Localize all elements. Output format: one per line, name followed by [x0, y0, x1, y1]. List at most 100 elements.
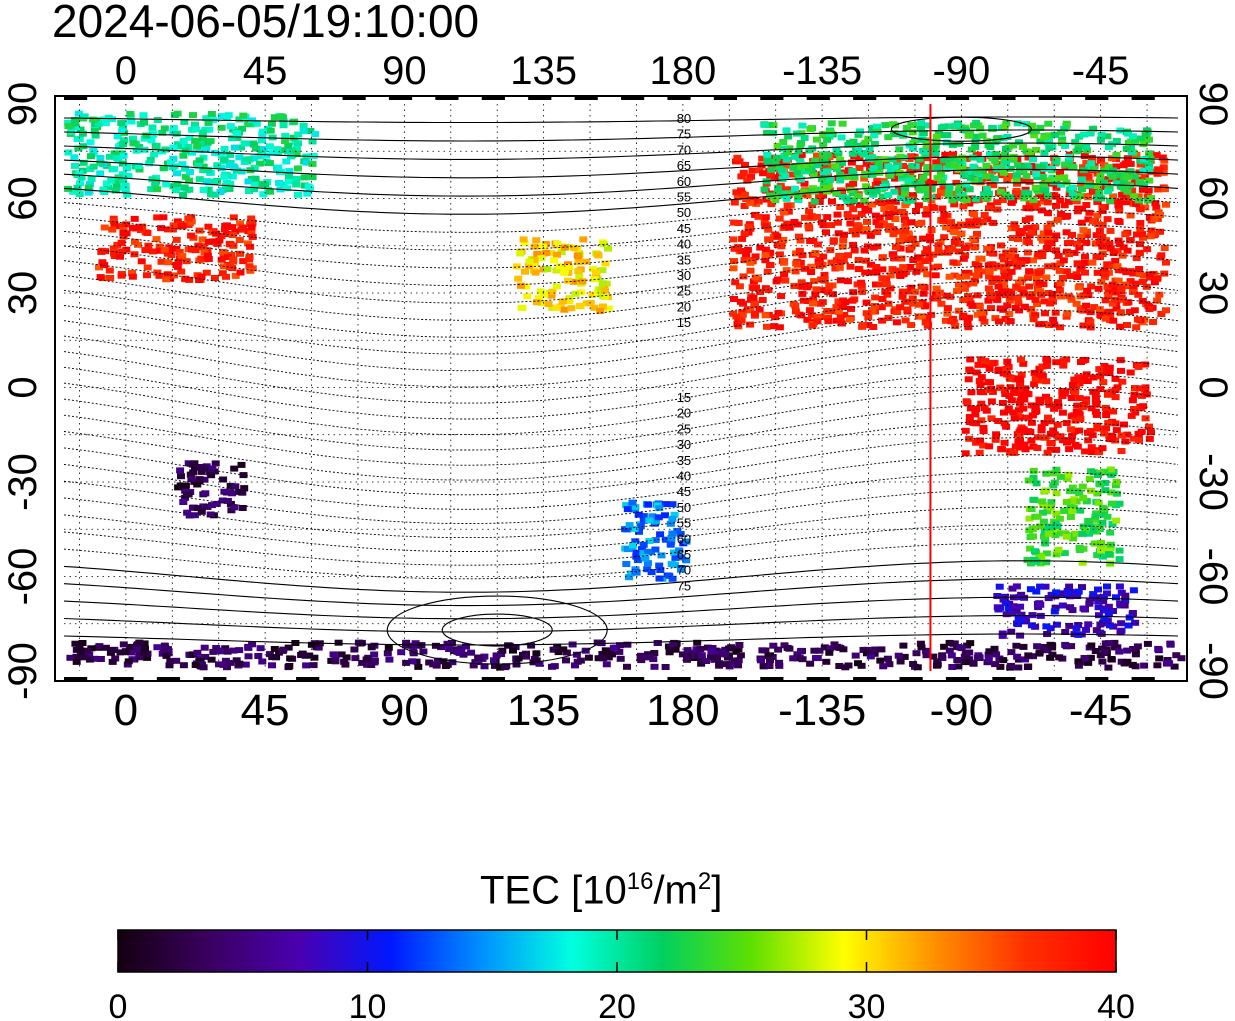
tec-cell: [749, 196, 758, 203]
tec-cell: [527, 642, 536, 649]
tec-cell: [1115, 648, 1124, 655]
tec-cell: [983, 216, 992, 223]
tec-cell: [815, 261, 824, 268]
tec-cell: [905, 288, 914, 295]
frame-tick-bar: [64, 95, 88, 100]
tec-cell: [239, 112, 248, 119]
tec-cell: [818, 299, 827, 306]
tec-cell: [1143, 127, 1152, 134]
tec-cell: [1039, 644, 1048, 650]
tec-cell: [1103, 261, 1112, 268]
frame-tick-bar: [156, 677, 181, 682]
tec-cells: [64, 110, 1186, 671]
tec-cell: [979, 428, 988, 435]
tec-cell: [1082, 143, 1091, 150]
tec-cell: [200, 644, 209, 651]
tec-cell: [656, 531, 665, 538]
tec-cell: [675, 547, 684, 554]
tec-cell: [177, 268, 186, 275]
tec-cell: [1055, 515, 1064, 522]
tec-cell: [1011, 225, 1020, 231]
tec-cell: [199, 163, 208, 170]
tec-cell: [873, 123, 881, 130]
tec-cell: [837, 134, 846, 141]
tec-cell: [191, 662, 200, 668]
tec-cell: [537, 255, 546, 262]
tec-cell: [767, 201, 776, 208]
tec-cell: [844, 214, 853, 220]
tec-cell: [1112, 151, 1121, 158]
tec-cell: [950, 201, 959, 208]
tec-cell: [760, 121, 769, 128]
tec-cell: [512, 263, 521, 270]
tec-cell: [1131, 651, 1140, 658]
tec-cell: [1065, 446, 1074, 453]
tec-cell: [623, 663, 631, 670]
tec-cell: [944, 192, 953, 199]
tec-cell: [973, 292, 982, 299]
tec-cell: [1075, 395, 1084, 402]
tec-cell: [1027, 122, 1036, 129]
tec-cell: [288, 147, 297, 154]
tec-cell: [575, 302, 584, 309]
tec-cell: [1028, 412, 1037, 419]
contour-label: 80: [677, 111, 691, 126]
tec-cell: [135, 639, 144, 646]
tec-cell: [968, 302, 977, 309]
tec-cell: [1031, 296, 1040, 303]
tec-cell: [113, 177, 122, 184]
tec-cell: [517, 282, 525, 289]
tec-cell: [83, 647, 91, 654]
tec-cell: [693, 639, 702, 646]
tec-cell: [1072, 409, 1081, 415]
tec-cell: [1007, 268, 1016, 275]
tec-cell: [1147, 227, 1156, 234]
tec-cell: [1077, 237, 1085, 244]
tec-cell: [1075, 244, 1084, 251]
tec-cell: [1128, 289, 1137, 295]
tec-cell: [89, 116, 98, 123]
tec-cell: [937, 179, 946, 186]
tec-cell: [385, 656, 394, 663]
tec-cell: [1085, 209, 1094, 216]
tec-cell: [874, 159, 883, 166]
tec-cell: [1112, 172, 1121, 179]
tec-cell: [823, 214, 832, 221]
tec-cell: [1017, 611, 1026, 618]
tec-cell: [1119, 162, 1128, 169]
tec-cell: [153, 186, 162, 193]
tec-cell: [1097, 195, 1106, 202]
contour-line: [63, 488, 1179, 539]
tec-cell: [944, 189, 953, 196]
tec-cell: [1056, 197, 1065, 204]
tec-cell: [519, 236, 528, 243]
tec-cell: [1143, 640, 1152, 647]
tec-cell: [807, 188, 816, 195]
tec-cell: [602, 661, 611, 668]
tec-cell: [181, 165, 189, 172]
tec-cell: [1030, 402, 1038, 409]
tec-cell: [1013, 263, 1022, 270]
tec-region-south-america-south: [1023, 466, 1124, 567]
tec-cell: [994, 263, 1003, 270]
tec-cell: [763, 151, 772, 158]
tec-cell: [162, 181, 171, 188]
x-tick-label-bottom: -135: [778, 686, 866, 735]
tec-cell: [1114, 201, 1123, 208]
tec-cell: [863, 218, 871, 225]
tec-cell: [800, 180, 809, 187]
tec-cell: [1041, 310, 1049, 317]
tec-cell: [164, 226, 173, 233]
tec-cell: [636, 523, 645, 530]
tec-cell: [923, 206, 932, 212]
tec-cell: [993, 199, 1002, 206]
tec-cell: [783, 202, 792, 209]
tec-cell: [85, 651, 94, 658]
contour-line: [63, 129, 1179, 142]
tec-cell: [1162, 307, 1170, 314]
colorbar-unit-base: [10: [571, 868, 627, 913]
tec-cell: [782, 267, 791, 274]
contour-label: 15: [677, 390, 691, 405]
contour-label: 60: [677, 531, 691, 546]
tec-cell: [1133, 231, 1141, 238]
